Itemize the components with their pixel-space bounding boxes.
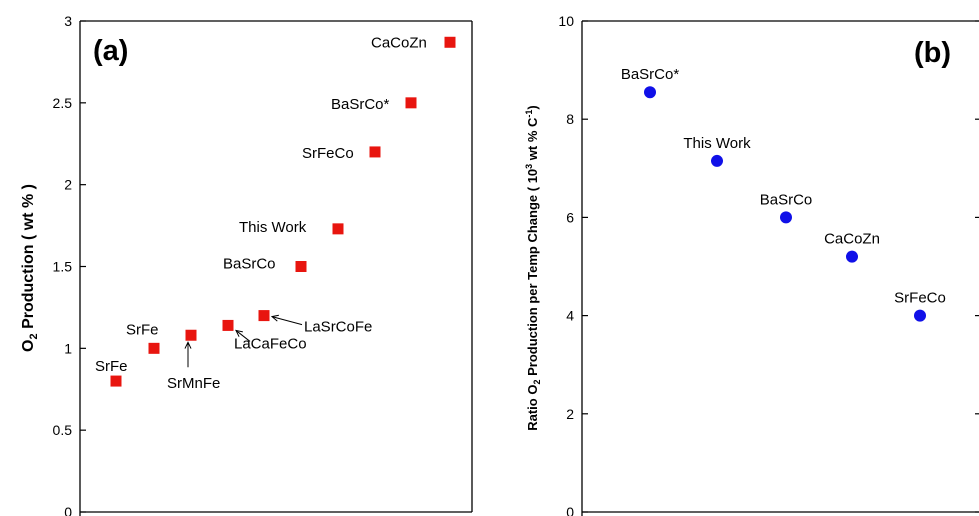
panel-a-y-tick-label: 1	[64, 340, 72, 356]
panel-b-marker	[711, 154, 723, 167]
panel-b-point-label: This Work	[683, 135, 751, 152]
panel-a-point-label: SrFe	[126, 321, 159, 338]
panel-a-arrow-lasrcofe	[270, 314, 303, 326]
panel-b-marker	[644, 86, 656, 99]
panel-a-marker	[222, 319, 234, 331]
panel-b-point-label: BaSrCo*	[621, 66, 680, 83]
panel-b-tag: (b)	[914, 37, 951, 69]
panel-a-point-label: LaSrCoFe	[304, 319, 372, 336]
panel-a-marker	[369, 146, 381, 158]
panel-a: O2 Production ( wt % ) (a) 0 0.5 1 1.5 2 2.5 3…	[20, 13, 473, 516]
panel-b-point-label: SrFeCo	[894, 290, 946, 307]
panel-a-point-label: CaCoZn	[371, 34, 427, 51]
panel-a-point-label: SrFe	[95, 358, 128, 375]
panel-a-marker	[295, 261, 307, 272]
panel-a-marker	[185, 329, 197, 341]
panel-a-point-label: LaCaFeCo	[234, 335, 307, 352]
panel-a-y-tick-label: 0.5	[53, 422, 73, 438]
panel-a-point-label: SrMnFe	[167, 375, 220, 392]
panel-a-axes	[79, 20, 473, 516]
panel-b-axes	[581, 20, 979, 516]
panel-b-marker	[846, 250, 858, 263]
panel-b-y-tick-label: 2	[566, 406, 574, 422]
panel-a-arrow-lacafeco	[235, 329, 251, 342]
panel-a-marker	[332, 223, 344, 235]
panel-b-marks	[644, 86, 926, 322]
panel-b-point-label: BaSrCo	[760, 191, 813, 208]
panel-b-y-tick-label: 4	[566, 308, 574, 324]
panel-b-y-ticks: 0 2 4 6 8 10	[558, 13, 979, 516]
panel-a-y-tick-label: 3	[64, 13, 72, 29]
panel-a-y-tick-label: 1.5	[53, 259, 73, 275]
panel-a-y-axis-label: O2 Production ( wt % )	[20, 184, 40, 352]
panel-a-marks	[110, 36, 456, 387]
panel-b-y-tick-label: 8	[566, 111, 574, 127]
panel-a-arrows	[184, 314, 303, 368]
panel-a-y-tick-label: 2.5	[53, 95, 73, 111]
panel-b-point-label: CaCoZn	[824, 231, 880, 248]
panel-a-marker	[405, 97, 417, 109]
panel-b-marker	[914, 309, 926, 322]
panel-a-tag: (a)	[93, 35, 128, 67]
panel-a-point-label: This Work	[239, 219, 307, 236]
panel-a-marker	[110, 375, 122, 387]
panel-a-y-ticks: 0 0.5 1 1.5 2 2.5 3	[53, 13, 86, 516]
panel-b-y-tick-label: 10	[558, 13, 574, 29]
panel-a-y-tick-label: 0	[64, 504, 72, 516]
panel-a-arrow-srmnfe	[184, 341, 192, 368]
panel-a-marker	[258, 310, 270, 322]
panel-b-marker	[780, 211, 792, 224]
panel-b: Ratio O2 Production per Temp Change ( 10…	[524, 13, 979, 516]
panel-a-marker	[444, 36, 456, 48]
panel-b-point-labels: BaSrCo* This Work BaSrCo CaCoZn SrFeCo	[621, 66, 946, 306]
panel-a-point-label: BaSrCo*	[331, 96, 390, 113]
panel-a-point-label: BaSrCo	[223, 256, 276, 273]
panel-b-y-tick-label: 6	[566, 209, 574, 225]
panel-a-marker	[148, 342, 160, 354]
panel-b-y-axis-label: Ratio O2 Production per Temp Change ( 10…	[524, 105, 542, 431]
panel-b-y-tick-label: 0	[566, 504, 574, 516]
panel-a-y-tick-label: 2	[64, 177, 72, 193]
panel-a-point-label: SrFeCo	[302, 145, 354, 162]
